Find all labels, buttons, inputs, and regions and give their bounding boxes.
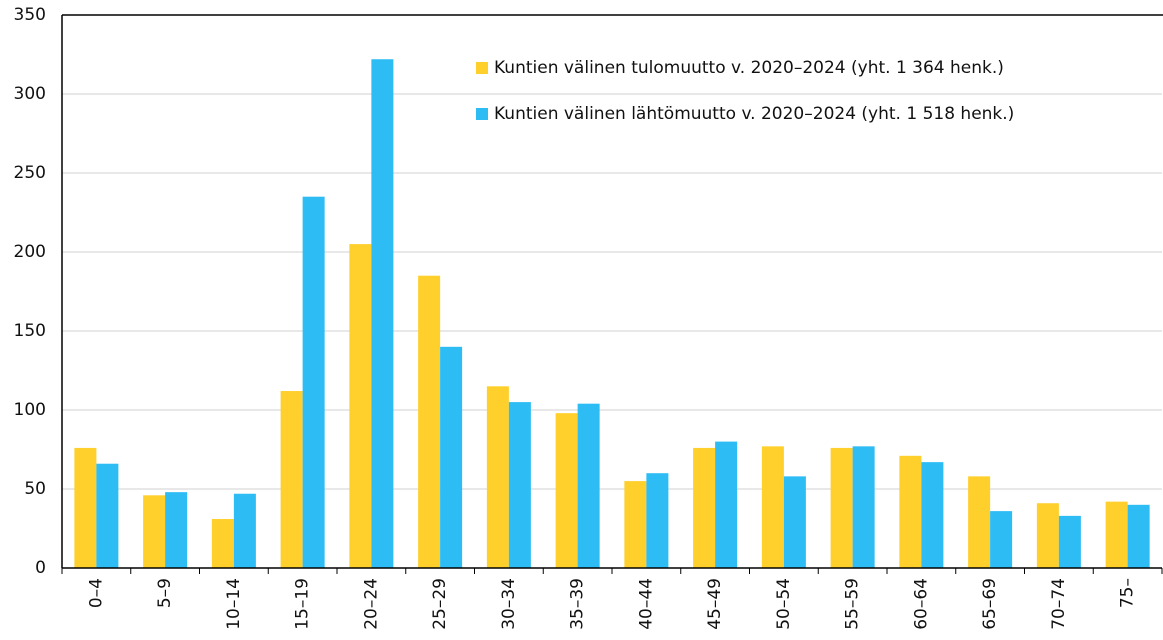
y-tick-label: 350 <box>14 5 46 25</box>
x-tick-label: 0–4 <box>86 578 106 608</box>
x-tick-label: 50–54 <box>774 578 794 630</box>
x-tick-label: 45–49 <box>705 578 725 630</box>
bar <box>280 391 303 568</box>
bar <box>693 447 716 568</box>
x-tick-label: 10–14 <box>224 578 244 630</box>
legend-label: Kuntien välinen lähtömuutto v. 2020–2024… <box>494 104 1014 124</box>
bar <box>899 455 922 568</box>
bar <box>783 476 806 568</box>
bar <box>74 447 97 568</box>
x-tick-label: 35–39 <box>568 578 588 630</box>
bar <box>349 244 372 568</box>
bar <box>555 413 578 568</box>
y-tick-label: 50 <box>24 479 46 499</box>
bar <box>968 476 991 568</box>
bar <box>852 446 875 568</box>
bar <box>486 386 509 568</box>
bar <box>508 402 531 568</box>
bar <box>990 511 1013 568</box>
x-tick-label: 40–44 <box>636 578 656 630</box>
bar <box>1058 515 1081 568</box>
y-tick-label: 200 <box>14 242 46 262</box>
y-tick-label: 250 <box>14 163 46 183</box>
bar <box>761 446 784 568</box>
bar <box>646 473 669 568</box>
bar <box>418 275 441 568</box>
bar <box>165 492 188 568</box>
y-tick-label: 100 <box>14 400 46 420</box>
bar <box>96 463 119 568</box>
x-tick-label: 65–69 <box>980 578 1000 630</box>
y-tick-label: 300 <box>14 84 46 104</box>
x-tick-label: 60–64 <box>911 578 931 630</box>
x-tick-label: 25–29 <box>430 578 450 630</box>
bar <box>211 519 234 568</box>
bar <box>921 462 944 568</box>
bar <box>830 447 853 568</box>
bar <box>440 346 463 568</box>
bar <box>715 441 738 568</box>
y-tick-label: 150 <box>14 321 46 341</box>
x-tick-label: 55–59 <box>843 578 863 630</box>
bar <box>143 495 166 568</box>
bar <box>371 59 394 569</box>
bar <box>302 196 325 568</box>
bar <box>233 493 256 568</box>
bar <box>577 403 600 568</box>
bar <box>1105 501 1128 568</box>
x-tick-label: 75– <box>1118 578 1138 608</box>
bar <box>1127 504 1150 568</box>
bar <box>1036 503 1059 568</box>
x-tick-label: 20–24 <box>361 578 381 630</box>
x-tick-label: 70–74 <box>1049 578 1069 630</box>
x-tick-label: 15–19 <box>293 578 313 630</box>
legend-swatch <box>476 108 488 120</box>
x-tick-label: 30–34 <box>499 578 519 630</box>
legend-swatch <box>476 62 488 74</box>
legend-label: Kuntien välinen tulomuutto v. 2020–2024 … <box>494 58 1004 78</box>
x-tick-label: 5–9 <box>155 578 175 608</box>
y-tick-label: 0 <box>35 558 46 578</box>
bar <box>624 481 647 568</box>
